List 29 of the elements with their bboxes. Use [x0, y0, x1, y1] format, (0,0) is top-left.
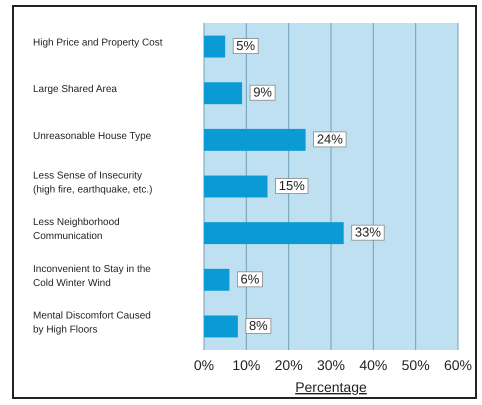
data-label: 5% — [236, 38, 256, 54]
y-tick-label: Mental Discomfort Caused by High Floors — [33, 310, 151, 336]
data-label: 33% — [354, 224, 382, 240]
x-tick-label: 10% — [232, 357, 260, 373]
bar — [204, 82, 242, 104]
bar — [204, 176, 268, 198]
x-axis-title: Percentage — [295, 379, 368, 395]
y-tick-label: Inconvenient to Stay in the Cold Winter Wind — [33, 263, 152, 288]
data-label: 6% — [240, 271, 260, 286]
y-tick-label: Large Shared Area — [33, 84, 118, 95]
y-tick-label: Less Neighborhood Communication — [33, 216, 120, 242]
bar — [204, 222, 344, 244]
data-label: 8% — [248, 318, 268, 333]
y-tick-label: Less Sense of Insecurity (high fire, earthquake, etc.) — [33, 170, 153, 196]
data-label: 24% — [316, 131, 344, 146]
y-tick-label: Unreasonable House Type — [33, 130, 152, 142]
x-tick-label: 60% — [444, 357, 472, 373]
x-tick-label: 30% — [316, 357, 346, 373]
bar — [204, 315, 238, 338]
x-tick-label: 0% — [194, 357, 214, 373]
x-tick-label: 50% — [402, 357, 430, 373]
x-tick-label: 20% — [274, 357, 303, 373]
data-label: 9% — [253, 84, 272, 100]
data-label: 15% — [278, 178, 306, 193]
bar — [204, 128, 306, 151]
y-tick-label: High Price and Property Cost — [33, 37, 163, 48]
x-tick-label: 40% — [359, 357, 388, 373]
bar — [204, 36, 226, 58]
bar — [204, 268, 230, 291]
